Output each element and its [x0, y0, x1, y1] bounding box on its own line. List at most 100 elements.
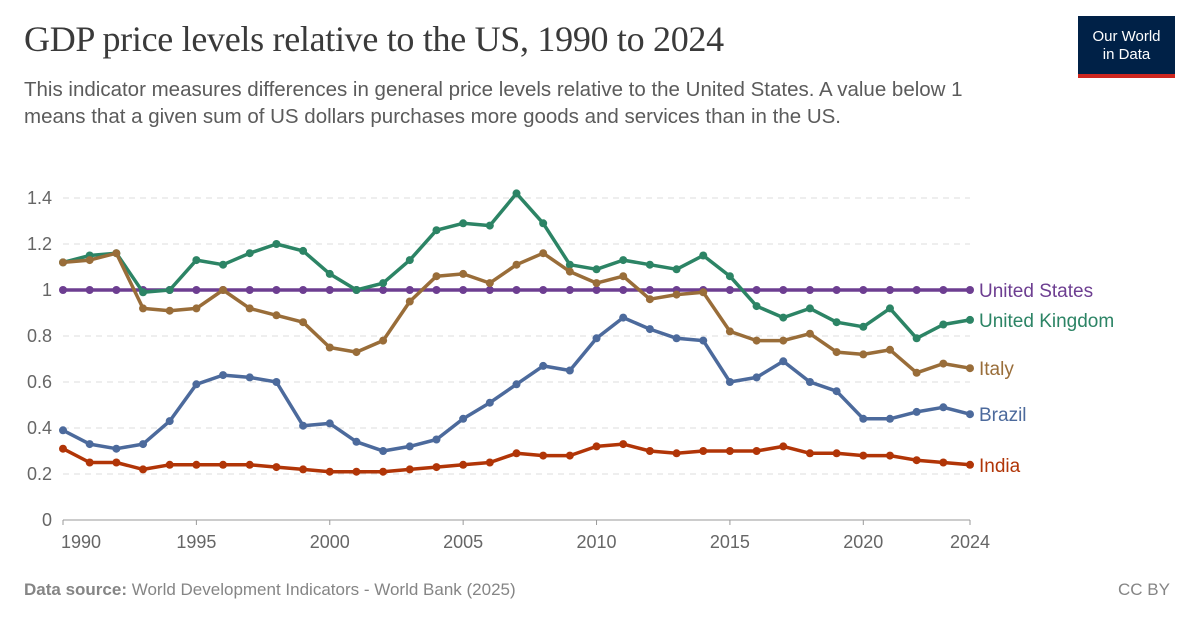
data-point [112, 458, 121, 467]
data-point [752, 373, 761, 382]
data-point [832, 348, 841, 357]
data-point [912, 368, 921, 377]
data-point [245, 460, 254, 469]
data-point [192, 286, 201, 294]
data-point [805, 449, 814, 458]
data-point [645, 325, 654, 334]
data-point [939, 320, 948, 329]
data-point [59, 258, 67, 267]
series-label: United States [979, 281, 1093, 302]
data-point [139, 288, 148, 297]
data-point [699, 336, 708, 345]
data-point [805, 304, 814, 313]
data-point [219, 260, 228, 269]
data-point [912, 334, 921, 343]
data-point [592, 286, 601, 294]
y-tick-label: 0.6 [27, 372, 52, 392]
data-point [165, 417, 174, 426]
data-point [299, 421, 308, 430]
data-point [112, 444, 121, 453]
data-point [539, 249, 548, 258]
data-point [405, 465, 414, 474]
data-point [325, 343, 334, 352]
x-tick-label: 2005 [443, 532, 483, 552]
data-point [299, 286, 308, 294]
data-point [379, 279, 388, 288]
data-point [699, 288, 708, 297]
data-point [245, 373, 254, 382]
data-point [379, 467, 388, 476]
data-point [512, 189, 521, 198]
source-text[interactable]: World Development Indicators - World Ban… [131, 580, 516, 599]
data-point [379, 336, 388, 345]
y-tick-label: 1 [42, 280, 52, 300]
data-point [165, 460, 174, 469]
data-point [859, 286, 868, 294]
data-point [85, 256, 94, 265]
data-point [459, 286, 468, 294]
data-point [352, 348, 361, 357]
data-point [485, 398, 494, 407]
data-point [85, 440, 94, 449]
data-point [272, 240, 281, 248]
data-point [219, 460, 228, 469]
data-point [832, 286, 841, 294]
data-point [645, 286, 654, 294]
data-point [565, 267, 574, 276]
data-point [405, 256, 414, 265]
data-point [325, 419, 334, 428]
data-point [592, 334, 601, 343]
owid-logo[interactable]: Our World in Data [1078, 16, 1175, 78]
data-point [725, 378, 734, 386]
data-point [139, 440, 148, 449]
data-point [432, 226, 441, 235]
x-tick-label: 2024 [950, 532, 990, 552]
data-point [512, 380, 521, 389]
data-point [779, 442, 788, 451]
data-point [352, 437, 361, 446]
series-label: India [979, 456, 1021, 477]
data-point [485, 221, 494, 230]
data-point [512, 449, 521, 458]
data-point [59, 444, 67, 453]
data-point [912, 456, 921, 465]
data-point [59, 426, 67, 435]
data-point [379, 447, 388, 455]
data-point [699, 447, 708, 455]
data-point [352, 286, 361, 294]
data-point [885, 451, 894, 460]
data-point [405, 442, 414, 451]
data-point [432, 463, 441, 472]
data-point [672, 265, 681, 274]
data-point [299, 246, 308, 255]
data-point [966, 286, 974, 294]
data-point [699, 251, 708, 260]
x-tick-label: 2000 [310, 532, 350, 552]
data-point [672, 449, 681, 458]
data-point [245, 286, 254, 294]
data-point [885, 414, 894, 423]
data-point [619, 313, 628, 322]
data-point [725, 327, 734, 336]
data-point [619, 286, 628, 294]
data-point [939, 286, 948, 294]
logo-line2: in Data [1102, 46, 1151, 63]
data-point [165, 286, 174, 294]
data-point [245, 304, 254, 313]
data-point [752, 336, 761, 345]
data-point [272, 463, 281, 472]
data-point [779, 313, 788, 322]
data-point [485, 286, 494, 294]
data-point [966, 364, 974, 373]
license[interactable]: CC BY [1118, 580, 1170, 599]
data-point [805, 378, 814, 386]
chart-title: GDP price levels relative to the US, 199… [24, 19, 724, 59]
data-point [512, 260, 521, 269]
data-point [325, 467, 334, 476]
y-tick-label: 0.8 [27, 326, 52, 346]
x-tick-label: 2015 [710, 532, 750, 552]
data-point [885, 286, 894, 294]
data-point [85, 458, 94, 467]
data-point [619, 256, 628, 265]
